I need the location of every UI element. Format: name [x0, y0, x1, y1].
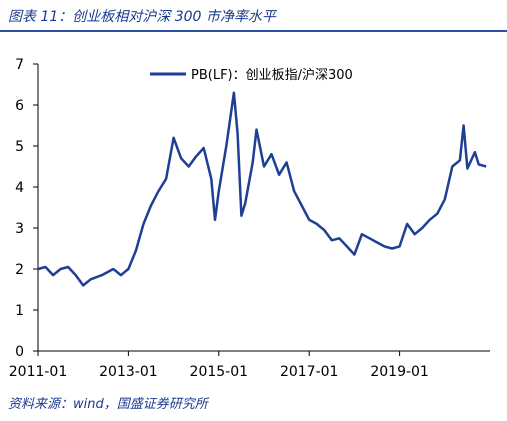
title-divider: [0, 30, 507, 32]
x-tick-label: 2015-01: [190, 364, 249, 380]
y-tick-label: 0: [15, 344, 24, 360]
legend-label: PB(LF)：创业板指/沪深300: [191, 67, 353, 83]
y-tick-label: 7: [15, 57, 24, 73]
y-tick-label: 5: [15, 139, 24, 155]
series-layer: [37, 91, 487, 287]
series-line: [37, 91, 487, 287]
x-tick-label: 2013-01: [99, 364, 158, 380]
figure-title: 图表 11：创业板相对沪深 300 市净率水平: [8, 9, 276, 25]
legend: PB(LF)：创业板指/沪深300: [150, 67, 353, 83]
x-tick-label: 2017-01: [280, 364, 339, 380]
x-tick-label: 2019-01: [370, 364, 429, 380]
y-tick-label: 3: [15, 221, 24, 237]
source-note: 资料来源：wind，国盛证券研究所: [8, 397, 208, 412]
y-tick-label: 1: [15, 303, 24, 319]
axes: 0 1 2 3 4 5 6 7 2011-01 2013-01 2015-01 2017-01 2019…: [9, 57, 490, 380]
y-tick-label: 2: [15, 262, 24, 278]
x-tick-label: 2011-01: [9, 364, 68, 380]
y-tick-label: 6: [15, 98, 24, 114]
y-tick-label: 4: [15, 180, 24, 196]
